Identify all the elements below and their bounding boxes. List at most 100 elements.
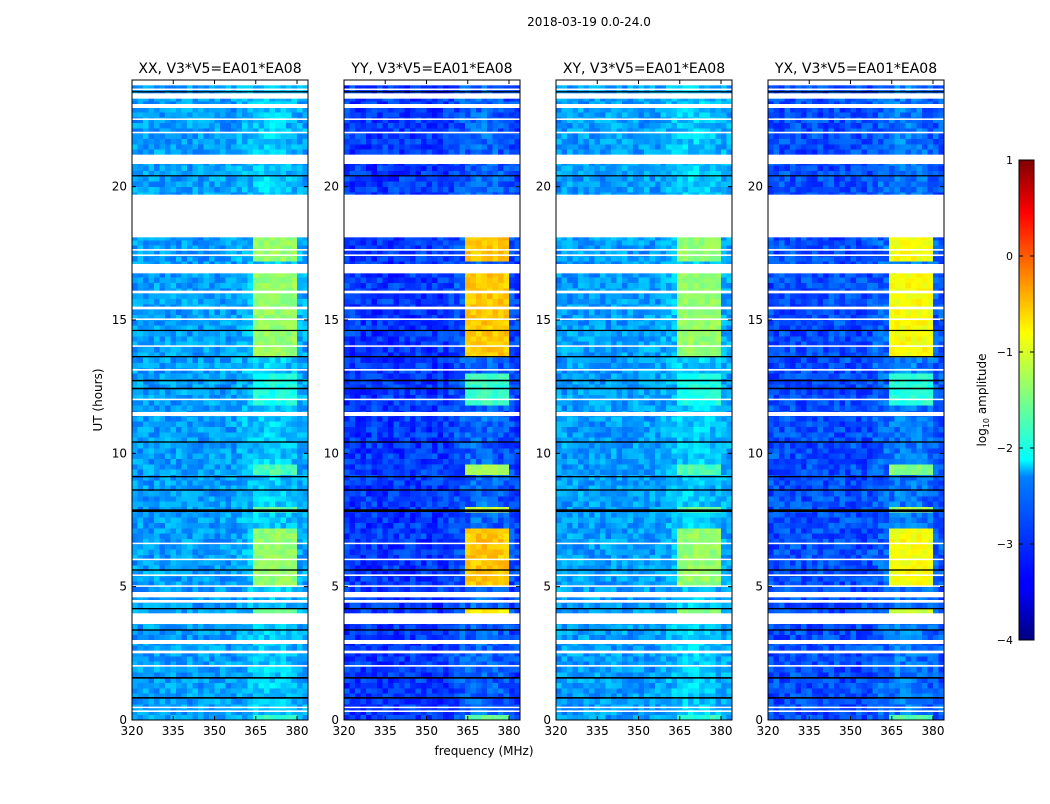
heatmap-cell (149, 517, 155, 523)
heatmap-cell (132, 331, 138, 337)
heatmap-cell (138, 528, 144, 534)
heatmap-cell (220, 427, 226, 433)
heatmap-cell (242, 427, 248, 433)
heatmap-cell (270, 587, 276, 593)
heatmap-cell (154, 491, 160, 497)
heatmap-cell (410, 624, 416, 630)
heatmap-cell (226, 240, 232, 246)
heatmap-cell (264, 283, 270, 289)
heatmap-cell (259, 144, 265, 150)
heatmap-cell (182, 427, 188, 433)
heatmap-cell (204, 368, 210, 374)
heatmap-cell (275, 363, 281, 369)
heatmap-cell (237, 448, 243, 454)
heatmap-cell (270, 283, 276, 289)
heatmap-cell (193, 400, 199, 406)
heatmap-cell (143, 432, 149, 438)
heatmap-cell (143, 709, 149, 715)
heatmap-cell (275, 453, 281, 459)
heatmap-cell (215, 112, 221, 118)
heatmap-cell (270, 379, 276, 385)
heatmap-cell (209, 400, 215, 406)
heatmap-cell (132, 523, 138, 529)
heatmap-cell (292, 389, 298, 395)
heatmap-cell (132, 299, 138, 305)
heatmap-cell (454, 603, 460, 609)
heatmap-cell (449, 560, 455, 566)
heatmap-cell (187, 368, 193, 374)
heatmap-cell (259, 459, 265, 465)
heatmap-cell (377, 683, 383, 689)
heatmap-cell (399, 549, 405, 555)
heatmap-cell (297, 181, 303, 187)
heatmap-cell (242, 187, 248, 193)
heatmap-cell (154, 293, 160, 299)
heatmap-cell (281, 560, 287, 566)
heatmap-cell (242, 277, 248, 283)
heatmap-cell (165, 624, 171, 630)
heatmap-cell (171, 117, 177, 123)
heatmap-cell (292, 400, 298, 406)
heatmap-cell (493, 672, 499, 678)
heatmap-cell (248, 523, 254, 529)
heatmap-cell (350, 624, 356, 630)
heatmap-cell (138, 187, 144, 193)
heatmap-cell (242, 709, 248, 715)
heatmap-cell (264, 181, 270, 187)
heatmap-cell (344, 667, 350, 673)
heatmap-cell (438, 549, 444, 555)
heatmap-cell (237, 491, 243, 497)
heatmap-cell (176, 405, 182, 411)
heatmap-cell (405, 672, 411, 678)
heatmap-cell (182, 528, 188, 534)
heatmap-cell (350, 587, 356, 593)
dropout-line (132, 489, 308, 490)
heatmap-cell (209, 672, 215, 678)
heatmap-cell (204, 357, 210, 363)
heatmap-cell (220, 181, 226, 187)
heatmap-cell (264, 448, 270, 454)
heatmap-cell (281, 240, 287, 246)
heatmap-cell (132, 464, 138, 470)
heatmap-cell (264, 432, 270, 438)
heatmap-cell (292, 256, 298, 262)
heatmap-cell (171, 656, 177, 662)
heatmap-cell (193, 501, 199, 507)
heatmap-cell (204, 277, 210, 283)
heatmap-cell (443, 560, 449, 566)
heatmap-cell (471, 667, 477, 673)
heatmap-cell (143, 389, 149, 395)
heatmap-cell (143, 123, 149, 129)
heatmap-cell (138, 523, 144, 529)
heatmap-cell (275, 576, 281, 582)
heatmap-cell (237, 432, 243, 438)
heatmap-cell (242, 299, 248, 305)
heatmap-cell (171, 464, 177, 470)
heatmap-cell (182, 549, 188, 555)
heatmap-cell (270, 635, 276, 641)
heatmap-cell (281, 400, 287, 406)
heatmap-cell (292, 603, 298, 609)
heatmap-cell (237, 667, 243, 673)
heatmap-cell (281, 149, 287, 155)
heatmap-cell (220, 528, 226, 534)
dropout-line (132, 441, 308, 442)
heatmap-cell (242, 475, 248, 481)
heatmap-cell (361, 688, 367, 694)
heatmap-cell (165, 373, 171, 379)
heatmap-cell (253, 336, 259, 342)
heatmap-cell (264, 256, 270, 262)
heatmap-cell (504, 544, 510, 550)
heatmap-cell (138, 144, 144, 150)
heatmap-cell (204, 603, 210, 609)
heatmap-cell (264, 576, 270, 582)
heatmap-cell (281, 501, 287, 507)
heatmap-cell (132, 336, 138, 342)
heatmap-cell (270, 117, 276, 123)
heatmap-cell (259, 299, 265, 305)
heatmap-cell (237, 320, 243, 326)
heatmap-cell (275, 347, 281, 353)
heatmap-cell (383, 656, 389, 662)
heatmap-cell (198, 299, 204, 305)
heatmap-cell (476, 709, 482, 715)
